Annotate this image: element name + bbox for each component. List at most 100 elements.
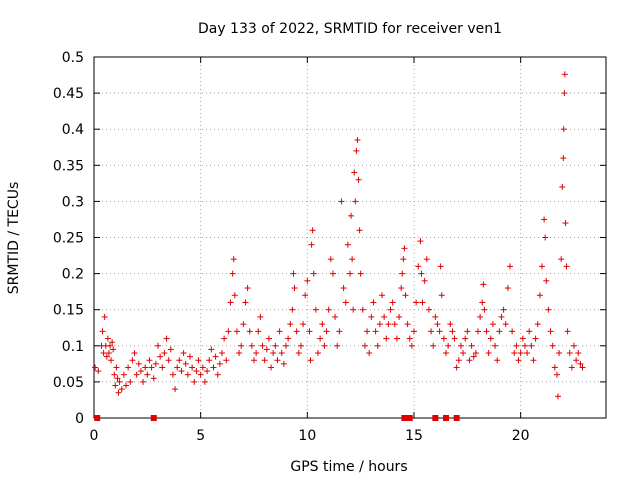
- y-tick-label: 0: [75, 411, 84, 427]
- data-point: [481, 306, 488, 313]
- data-point: [242, 299, 249, 306]
- data-point: [428, 328, 435, 335]
- data-point: [423, 256, 430, 263]
- data-point: [174, 364, 181, 371]
- data-point: [368, 313, 375, 320]
- zero-point: [401, 415, 408, 421]
- x-axis-label: GPS time / hours: [290, 459, 407, 475]
- data-point: [189, 364, 196, 371]
- data-point: [528, 342, 535, 349]
- data-point: [312, 306, 319, 313]
- data-point: [283, 342, 289, 349]
- data-point: [99, 328, 106, 335]
- data-point: [547, 328, 554, 335]
- data-point: [251, 357, 257, 364]
- data-point: [534, 321, 541, 328]
- data-point: [453, 364, 460, 371]
- data-point: [308, 241, 315, 248]
- data-point: [355, 176, 362, 183]
- data-point: [116, 378, 123, 385]
- data-point: [212, 353, 219, 360]
- data-point: [229, 270, 236, 277]
- data-point: [449, 328, 456, 335]
- data-point: [432, 313, 439, 320]
- data-point: [287, 321, 294, 328]
- data-point: [359, 306, 366, 313]
- data-point: [208, 346, 215, 353]
- data-point: [558, 256, 565, 263]
- y-tick-label: 0.2: [62, 267, 84, 283]
- data-point: [103, 353, 110, 360]
- data-point: [197, 371, 204, 378]
- data-point: [230, 256, 237, 263]
- data-point: [150, 375, 157, 382]
- data-point: [214, 371, 221, 378]
- data-point: [521, 342, 528, 349]
- data-point: [100, 350, 107, 357]
- data-point: [317, 335, 324, 342]
- data-point: [285, 335, 292, 342]
- data-point: [261, 357, 268, 364]
- data-point: [466, 357, 473, 364]
- data-point: [494, 357, 501, 364]
- zero-point: [94, 415, 101, 421]
- y-axis-label: SRMTID / TECUs: [6, 182, 22, 295]
- data-point: [342, 299, 349, 306]
- data-point: [133, 371, 140, 378]
- data-point: [477, 313, 484, 320]
- data-point: [485, 350, 492, 357]
- data-point: [354, 137, 361, 144]
- data-point: [483, 328, 490, 335]
- x-tick-label: 15: [405, 428, 423, 444]
- data-point: [227, 299, 234, 306]
- data-point: [104, 335, 111, 342]
- data-point: [152, 360, 159, 367]
- data-point: [545, 306, 552, 313]
- data-point: [144, 371, 151, 378]
- data-point: [374, 342, 381, 349]
- data-point: [560, 126, 567, 133]
- data-point: [309, 227, 316, 234]
- data-point: [216, 360, 223, 367]
- data-point: [470, 353, 477, 360]
- data-point: [118, 386, 125, 393]
- data-point: [142, 364, 149, 371]
- data-point: [325, 306, 332, 313]
- data-point: [575, 350, 582, 357]
- data-point: [167, 346, 174, 353]
- data-point: [304, 277, 311, 284]
- data-point: [334, 342, 341, 349]
- data-point: [573, 357, 580, 364]
- data-point: [180, 350, 187, 357]
- data-point: [543, 277, 550, 284]
- data-point: [182, 360, 189, 367]
- data-point: [561, 90, 568, 97]
- data-point: [372, 328, 379, 335]
- data-point: [555, 393, 561, 400]
- data-point: [563, 263, 570, 270]
- data-point: [447, 321, 454, 328]
- data-point: [526, 328, 533, 335]
- data-point: [246, 328, 253, 335]
- data-point: [357, 270, 364, 277]
- data-point: [201, 378, 208, 385]
- data-point: [349, 256, 356, 263]
- data-point: [344, 241, 351, 248]
- data-point: [219, 350, 225, 357]
- data-point: [259, 342, 266, 349]
- data-point: [468, 342, 475, 349]
- data-point: [315, 350, 321, 357]
- data-point: [221, 335, 228, 342]
- data-point: [291, 285, 298, 292]
- data-point: [579, 364, 586, 371]
- data-point: [376, 321, 383, 328]
- data-point: [532, 335, 539, 342]
- data-point: [125, 364, 132, 371]
- data-point: [487, 335, 494, 342]
- data-point: [233, 328, 240, 335]
- data-point: [475, 328, 481, 335]
- y-tick-label: 0.5: [62, 50, 84, 66]
- data-point: [135, 360, 142, 367]
- data-point: [502, 321, 509, 328]
- data-point: [566, 350, 573, 357]
